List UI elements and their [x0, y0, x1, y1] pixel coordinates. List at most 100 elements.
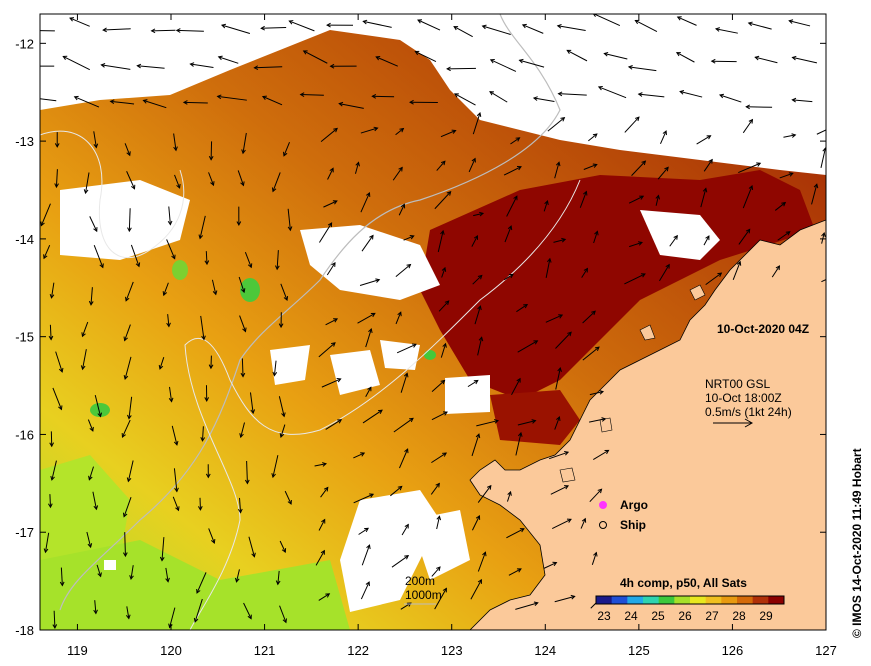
current-vector-arrow-icon [591, 552, 597, 565]
current-vector-head-icon [706, 135, 712, 140]
current-vector-head-icon [281, 412, 286, 418]
current-vector-arrow-icon [508, 568, 522, 576]
x-tick-label: 123 [441, 643, 463, 658]
current-vector-head-icon [665, 263, 670, 269]
current-vector-arrow-icon [696, 135, 711, 145]
current-vector-head-icon [444, 300, 450, 306]
current-vector-head-icon [93, 609, 98, 615]
current-vector-arrow-icon [471, 235, 478, 247]
green-spot-4 [172, 260, 188, 280]
current-vector-head-icon [521, 23, 527, 29]
map-frame [39, 13, 827, 631]
current-vector-head-icon [516, 568, 522, 573]
current-vector-arrow-icon [657, 167, 669, 180]
current-vector-head-icon [507, 225, 513, 231]
colorbar-swatch [721, 596, 738, 604]
current-vector-head-icon [518, 58, 524, 64]
current-vector-head-icon [634, 19, 640, 25]
current-vector-arrow-icon [94, 395, 102, 417]
ship-label: Ship [620, 518, 646, 532]
current-vector-arrow-icon [246, 461, 248, 484]
current-vector-arrow-icon [392, 167, 403, 181]
current-vector-arrow-icon [208, 172, 214, 186]
current-vector-arrow-icon [820, 148, 826, 168]
current-vector-arrow-icon [468, 158, 476, 173]
current-vector-head-icon [272, 371, 278, 377]
current-vector-arrow-icon [103, 28, 131, 31]
current-vector-arrow-icon [320, 128, 338, 143]
current-vector-arrow-icon [327, 168, 334, 180]
current-vector-arrow-icon [74, 96, 100, 108]
current-vector-arrow-icon [393, 417, 414, 433]
current-vectors [40, 14, 826, 630]
current-vector-arrow-icon [353, 493, 374, 504]
green-spot-1 [90, 403, 110, 417]
current-vector-arrow-icon [742, 119, 753, 134]
current-vector-head-icon [247, 263, 253, 269]
current-vector-arrow-icon [277, 570, 280, 585]
current-vector-head-icon [125, 296, 130, 302]
current-vector-head-icon [599, 390, 605, 395]
current-vector-arrow-icon [628, 66, 657, 72]
current-vector-arrow-icon [545, 314, 563, 323]
current-vector-head-icon [453, 26, 459, 31]
current-vector-arrow-icon [470, 579, 482, 600]
current-vector-arrow-icon [128, 208, 131, 232]
current-vector-arrow-icon [174, 174, 181, 189]
current-vector-arrow-icon [553, 238, 566, 243]
current-vector-head-icon [591, 310, 596, 316]
current-vector-head-icon [641, 160, 647, 166]
current-vector-head-icon [397, 485, 403, 491]
current-vector-head-icon [440, 160, 446, 166]
current-vector-arrow-icon [431, 452, 447, 464]
current-vector-head-icon [532, 96, 538, 101]
current-vector-head-icon [481, 24, 487, 30]
current-vector-head-icon [135, 262, 141, 268]
current-vector-head-icon [159, 556, 165, 562]
current-vector-arrow-icon [719, 94, 742, 103]
current-vector-arrow-icon [441, 267, 446, 278]
current-vector-arrow-icon [173, 468, 178, 492]
current-vector-head-icon [552, 561, 558, 567]
current-vector-head-icon [283, 296, 289, 302]
current-vector-arrow-icon [244, 252, 252, 268]
current-vector-head-icon [208, 364, 214, 370]
current-vector-head-icon [533, 601, 539, 607]
current-vector-arrow-icon [792, 56, 818, 64]
current-vector-arrow-icon [319, 222, 333, 243]
current-vector-arrow-icon [816, 129, 826, 135]
current-vector-arrow-icon [510, 137, 520, 145]
current-vector-head-icon [97, 412, 103, 418]
current-vector-head-icon [122, 512, 128, 518]
current-vector-head-icon [544, 200, 549, 206]
current-vector-head-icon [81, 332, 86, 338]
current-vector-arrow-icon [789, 20, 811, 27]
current-vector-arrow-icon [183, 101, 208, 104]
current-vector-arrow-icon [375, 56, 398, 67]
land-australia [469, 219, 826, 630]
current-vector-head-icon [329, 63, 335, 69]
current-vector-arrow-icon [325, 318, 338, 326]
current-vector-head-icon [166, 322, 171, 328]
current-vector-head-icon [275, 580, 281, 586]
current-vector-head-icon [325, 593, 331, 598]
current-vector-arrow-icon [272, 172, 281, 192]
current-vector-head-icon [408, 417, 414, 423]
current-vector-head-icon [87, 543, 93, 549]
current-vector-arrow-icon [238, 276, 245, 293]
current-vector-arrow-icon [237, 170, 244, 186]
current-vector-arrow-icon [415, 51, 437, 63]
current-vector-arrow-icon [489, 91, 508, 103]
current-vector-arrow-icon [81, 321, 89, 337]
current-vector-arrow-icon [474, 306, 481, 325]
current-vector-head-icon [597, 85, 603, 91]
current-vector-arrow-icon [593, 449, 609, 461]
current-vector-head-icon [404, 448, 409, 454]
current-vector-head-icon [355, 161, 360, 167]
current-vector-head-icon [477, 578, 482, 584]
current-vector-arrow-icon [51, 282, 55, 298]
current-vector-arrow-icon [440, 130, 456, 138]
green-spot-3 [424, 350, 436, 360]
current-vector-arrow-icon [477, 485, 492, 503]
